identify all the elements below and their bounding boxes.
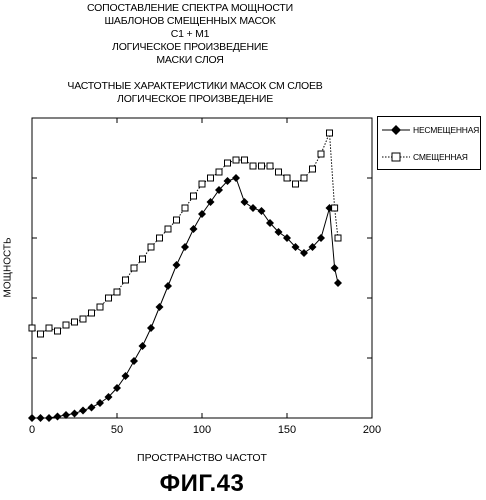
series-line-1 [32,133,338,334]
series-point-shifted [335,235,341,241]
series-point-shifted [157,235,163,241]
series-point-unshifted [258,207,266,215]
series-point-shifted [148,244,154,250]
series-point-unshifted [71,410,79,418]
x-tick-label: 0 [29,424,35,436]
x-tick-label: 100 [193,424,211,436]
series-point-shifted [106,295,112,301]
series-point-shifted [165,226,171,232]
series-point-unshifted [156,303,164,311]
series-point-shifted [267,163,273,169]
series-point-shifted [63,322,69,328]
series-point-unshifted [45,414,53,422]
series-point-shifted [284,175,290,181]
series-point-shifted [191,193,197,199]
series-point-shifted [174,217,180,223]
legend-item-shifted: СМЕЩЕННАЯ [382,150,468,164]
series-point-shifted [208,175,214,181]
series-point-unshifted [198,210,206,218]
series-point-unshifted [54,413,62,421]
series-point-unshifted [130,357,138,365]
series-point-shifted [55,328,61,334]
series-point-unshifted [147,324,155,332]
series-point-unshifted [28,414,36,422]
series-point-shifted [72,319,78,325]
legend-item-unshifted: НЕСМЕЩЕННАЯ [382,123,479,137]
legend: НЕСМЕЩЕННАЯ СМЕЩЕННАЯ [377,116,481,170]
x-axis-label: ПРОСТРАНСТВО ЧАСТОТ [32,452,372,464]
series-point-shifted [89,310,95,316]
series-point-shifted [140,256,146,262]
series-point-unshifted [37,414,45,422]
series-point-unshifted [207,198,215,206]
series-point-shifted [293,181,299,187]
series-point-shifted [225,160,231,166]
series-point-shifted [182,205,188,211]
legend-label-shifted: СМЕЩЕННАЯ [413,152,468,162]
series-point-unshifted [88,404,96,412]
x-tick-label: 200 [363,424,381,436]
series-point-unshifted [300,249,308,257]
series-point-shifted [233,157,239,163]
series-line-0 [32,178,338,418]
figure-label: ФИГ.43 [32,470,372,498]
series-point-unshifted [331,264,339,272]
series-point-unshifted [122,372,130,380]
legend-label-unshifted: НЕСМЕЩЕННАЯ [413,125,479,135]
legend-diamond-marker [382,124,410,136]
series-point-unshifted [164,282,172,290]
series-point-shifted [259,163,265,169]
series-point-shifted [199,181,205,187]
series-point-unshifted [334,279,342,287]
series-point-shifted [318,151,324,157]
series-point-unshifted [139,342,147,350]
series-point-shifted [250,163,256,169]
plot-frame [32,118,372,418]
series-point-shifted [80,316,86,322]
legend-square-marker [382,151,410,163]
series-point-shifted [332,205,338,211]
series-point-unshifted [96,399,104,407]
series-point-shifted [46,325,52,331]
series-point-shifted [310,166,316,172]
series-point-shifted [131,265,137,271]
series-point-shifted [97,304,103,310]
series-point-shifted [242,157,248,163]
series-point-unshifted [79,407,87,415]
series-point-unshifted [190,225,198,233]
series-point-shifted [114,289,120,295]
series-point-shifted [301,175,307,181]
series-point-unshifted [173,261,181,269]
series-point-unshifted [249,204,257,212]
series-point-unshifted [241,198,249,206]
series-point-shifted [123,277,129,283]
series-point-shifted [327,130,333,136]
y-axis-label: МОЩНОСТЬ [3,238,14,298]
series-point-unshifted [232,174,240,182]
x-tick-label: 50 [111,424,123,436]
series-point-shifted [38,331,44,337]
series-point-unshifted [181,243,189,251]
series-point-shifted [216,169,222,175]
series-point-shifted [29,325,35,331]
x-tick-label: 150 [278,424,296,436]
series-point-shifted [276,169,282,175]
